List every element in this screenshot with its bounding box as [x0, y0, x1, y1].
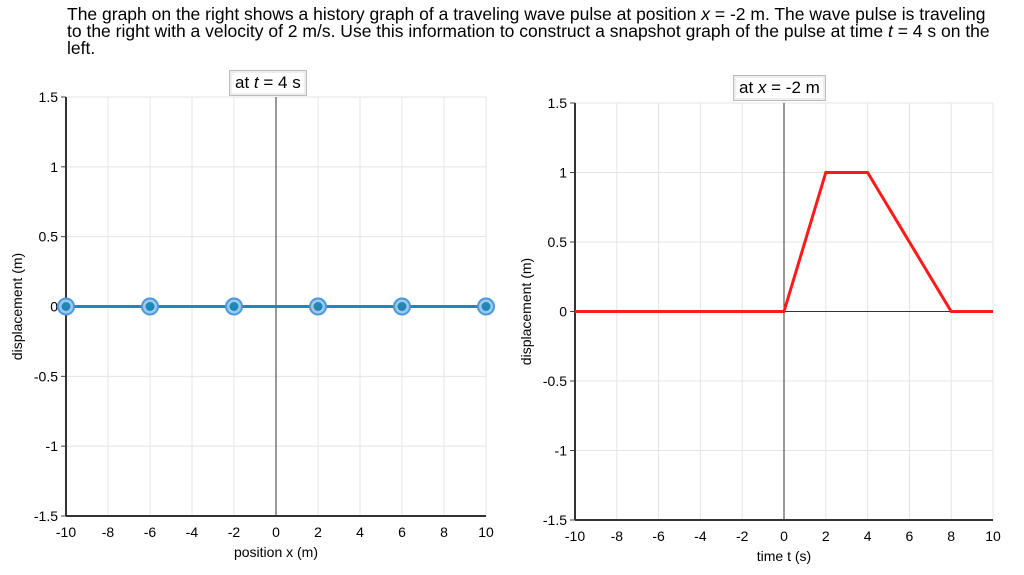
- data-point[interactable]: [397, 302, 407, 311]
- title-var: t: [253, 73, 259, 92]
- y-tick-label: -1: [46, 438, 59, 454]
- y-tick-label: -1.5: [543, 512, 567, 528]
- x-tick-label: 2: [822, 528, 830, 544]
- x-tick-label: -2: [736, 528, 749, 544]
- y-tick-label: 1.5: [548, 95, 568, 111]
- x-tick-label: -4: [694, 528, 707, 544]
- y-axis-label: displacement (m): [518, 258, 534, 365]
- title-text: at: [235, 73, 254, 92]
- y-tick-label: -0.5: [543, 373, 567, 389]
- x-tick-label: 10: [478, 524, 494, 540]
- title-text: = 4 s: [258, 73, 301, 92]
- y-tick-label: 0: [50, 299, 58, 315]
- x-tick-label: 10: [985, 528, 1001, 544]
- x-tick-label: -2: [228, 524, 241, 540]
- y-tick-label: -0.5: [34, 368, 58, 384]
- data-point[interactable]: [61, 302, 71, 311]
- data-point[interactable]: [481, 302, 491, 311]
- y-tick-label: 0: [559, 304, 567, 320]
- y-tick-label: -1.5: [34, 508, 58, 524]
- data-point[interactable]: [229, 302, 239, 311]
- x-tick-label: -8: [102, 524, 115, 540]
- history-chart-title: at x = -2 m: [733, 75, 826, 101]
- prompt-var: t: [887, 21, 893, 41]
- snapshot-chart-title: at t = 4 s: [229, 70, 307, 96]
- series-line: [575, 171, 993, 313]
- x-tick-label: -10: [56, 524, 76, 540]
- x-tick-label: 2: [314, 524, 322, 540]
- x-tick-label: -4: [186, 524, 199, 540]
- x-tick-label: 4: [356, 524, 364, 540]
- problem-statement: The graph on the right shows a history g…: [67, 4, 997, 58]
- y-tick-label: -1: [555, 443, 568, 459]
- x-axis-label: time t (s): [757, 548, 811, 564]
- x-tick-label: 6: [398, 524, 406, 540]
- x-tick-label: 8: [440, 524, 448, 540]
- title-var: x: [757, 78, 767, 97]
- x-tick-label: 0: [780, 528, 788, 544]
- y-axis-label: displacement (m): [9, 253, 25, 360]
- x-tick-label: -10: [565, 528, 585, 544]
- x-tick-label: -6: [144, 524, 157, 540]
- y-tick-label: 0.5: [39, 229, 59, 245]
- prompt-text: The graph on the right shows a history g…: [67, 4, 702, 24]
- y-tick-label: 1.5: [39, 89, 59, 105]
- x-tick-label: 0: [272, 524, 280, 540]
- title-text: at: [739, 78, 758, 97]
- y-tick-label: 1: [50, 159, 58, 175]
- data-point[interactable]: [145, 302, 155, 311]
- title-text: = -2 m: [766, 78, 820, 97]
- data-point[interactable]: [313, 302, 323, 311]
- x-tick-label: 6: [906, 528, 914, 544]
- x-tick-label: 8: [947, 528, 955, 544]
- y-tick-label: 0.5: [548, 234, 568, 250]
- x-axis-label: position x (m): [234, 544, 318, 560]
- y-tick-label: 1: [559, 165, 567, 181]
- prompt-text: = 4 s on the left.: [67, 21, 990, 58]
- x-tick-label: -8: [611, 528, 624, 544]
- prompt-var: x: [701, 4, 711, 24]
- x-tick-label: -6: [652, 528, 665, 544]
- prompt-text: = -2 m. The wave pulse is traveling to t…: [67, 4, 986, 41]
- x-tick-label: 4: [864, 528, 872, 544]
